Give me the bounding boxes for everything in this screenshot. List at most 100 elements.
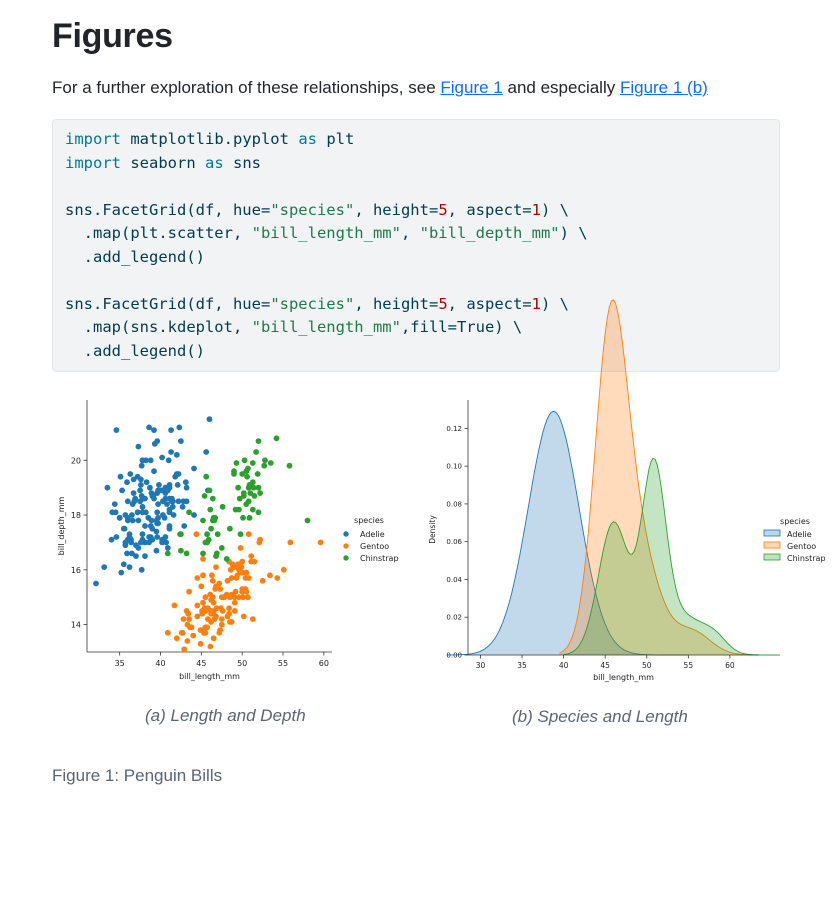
data-point-gentoo: [218, 605, 224, 612]
data-point-gentoo: [227, 619, 233, 625]
data-point-adelie: [138, 482, 144, 488]
data-point-gentoo: [181, 646, 188, 653]
data-point-adelie: [175, 471, 182, 477]
data-point-gentoo: [194, 613, 201, 620]
data-point-gentoo: [197, 640, 204, 647]
data-point-adelie: [133, 553, 139, 559]
data-point-gentoo: [259, 577, 266, 584]
data-point-adelie: [151, 468, 157, 475]
data-point-chinstrap: [262, 457, 268, 464]
data-point-adelie: [135, 443, 142, 450]
data-point-adelie: [147, 457, 154, 464]
data-point-adelie: [142, 523, 148, 529]
data-point-gentoo: [218, 621, 225, 628]
data-point-adelie: [113, 534, 120, 540]
data-point-gentoo: [237, 545, 244, 551]
data-point-adelie: [129, 501, 136, 507]
data-point-adelie: [164, 501, 170, 507]
code-token: seaborn: [121, 153, 205, 172]
density-line-gentoo: [559, 299, 780, 656]
data-point-adelie: [124, 517, 131, 524]
code-token: .add_legend(): [65, 341, 205, 360]
data-point-adelie: [155, 514, 161, 521]
data-point-chinstrap: [218, 545, 225, 551]
data-point-adelie: [130, 490, 137, 496]
legend-title: species: [780, 517, 810, 526]
figure-1-link[interactable]: Figure 1: [440, 78, 503, 97]
data-point-adelie: [137, 498, 143, 505]
x-tick-label: 60: [319, 659, 329, 668]
data-point-chinstrap: [183, 550, 190, 557]
data-point-gentoo: [209, 572, 215, 579]
data-point-adelie: [134, 473, 141, 480]
data-point-adelie: [155, 520, 161, 527]
data-point-adelie: [164, 545, 171, 551]
data-point-gentoo: [231, 608, 238, 614]
data-point-chinstrap: [235, 484, 242, 491]
data-point-chinstrap: [204, 531, 211, 538]
legend-swatch-adelie: [763, 529, 781, 537]
code-line: [65, 175, 767, 199]
x-tick-label: 55: [684, 661, 694, 670]
data-point-chinstrap: [200, 517, 206, 524]
data-point-adelie: [155, 501, 161, 507]
data-point-gentoo: [228, 575, 235, 581]
x-tick-label: 45: [196, 659, 206, 668]
data-point-adelie: [153, 547, 160, 554]
data-point-gentoo: [243, 588, 250, 595]
data-point-adelie: [143, 479, 150, 486]
data-point-adelie: [124, 536, 131, 543]
intro-prefix: For a further exploration of these relat…: [52, 78, 441, 97]
data-point-adelie: [117, 473, 124, 480]
data-point-chinstrap: [255, 484, 262, 491]
data-point-gentoo: [229, 561, 236, 568]
data-point-chinstrap: [200, 550, 206, 557]
data-point-adelie: [118, 569, 125, 576]
data-point-adelie: [160, 498, 166, 505]
data-point-gentoo: [209, 577, 216, 584]
legend-label: Chinstrap: [360, 554, 399, 563]
code-token: ) \: [559, 224, 588, 242]
data-point-gentoo: [210, 635, 217, 642]
data-point-gentoo: [223, 591, 230, 598]
data-point-adelie: [129, 512, 135, 518]
data-point-adelie: [162, 484, 169, 491]
figure-1b-link[interactable]: Figure 1 (b): [619, 78, 708, 97]
y-tick-label: 0.12: [446, 425, 462, 433]
data-point-gentoo: [198, 583, 205, 590]
x-tick-label: 55: [278, 659, 288, 668]
data-point-chinstrap: [204, 539, 211, 546]
data-point-adelie: [111, 501, 118, 507]
code-token: 1: [531, 200, 541, 219]
legend-swatch-chinstrap: [763, 553, 781, 561]
x-axis-label: bill_length_mm: [593, 673, 654, 682]
data-point-gentoo: [184, 621, 191, 628]
data-point-chinstrap: [178, 547, 184, 554]
data-point-gentoo: [274, 575, 281, 581]
data-point-adelie: [176, 424, 183, 431]
data-point-chinstrap: [207, 506, 214, 513]
data-point-chinstrap: [206, 487, 213, 494]
code-token: , aspect=: [447, 200, 532, 219]
data-point-gentoo: [208, 610, 215, 617]
data-point-gentoo: [287, 539, 294, 546]
code-line: .add_legend(): [65, 246, 767, 270]
data-point-adelie: [145, 514, 152, 521]
data-point-gentoo: [218, 616, 225, 622]
data-point-adelie: [127, 471, 134, 477]
data-point-gentoo: [231, 599, 238, 606]
data-point-adelie: [124, 550, 130, 557]
data-point-chinstrap: [233, 460, 240, 466]
y-tick-label: 0.00: [446, 652, 462, 660]
x-tick-label: 30: [476, 661, 486, 670]
page-title: Figures: [52, 17, 173, 55]
data-point-adelie: [121, 525, 128, 532]
data-point-adelie: [203, 449, 210, 455]
data-point-adelie: [191, 512, 197, 518]
data-point-gentoo: [213, 605, 220, 612]
data-point-chinstrap: [249, 506, 256, 513]
data-point-chinstrap: [236, 495, 243, 502]
x-tick-label: 60: [725, 661, 735, 670]
data-point-chinstrap: [209, 517, 216, 524]
data-point-adelie: [191, 465, 197, 472]
